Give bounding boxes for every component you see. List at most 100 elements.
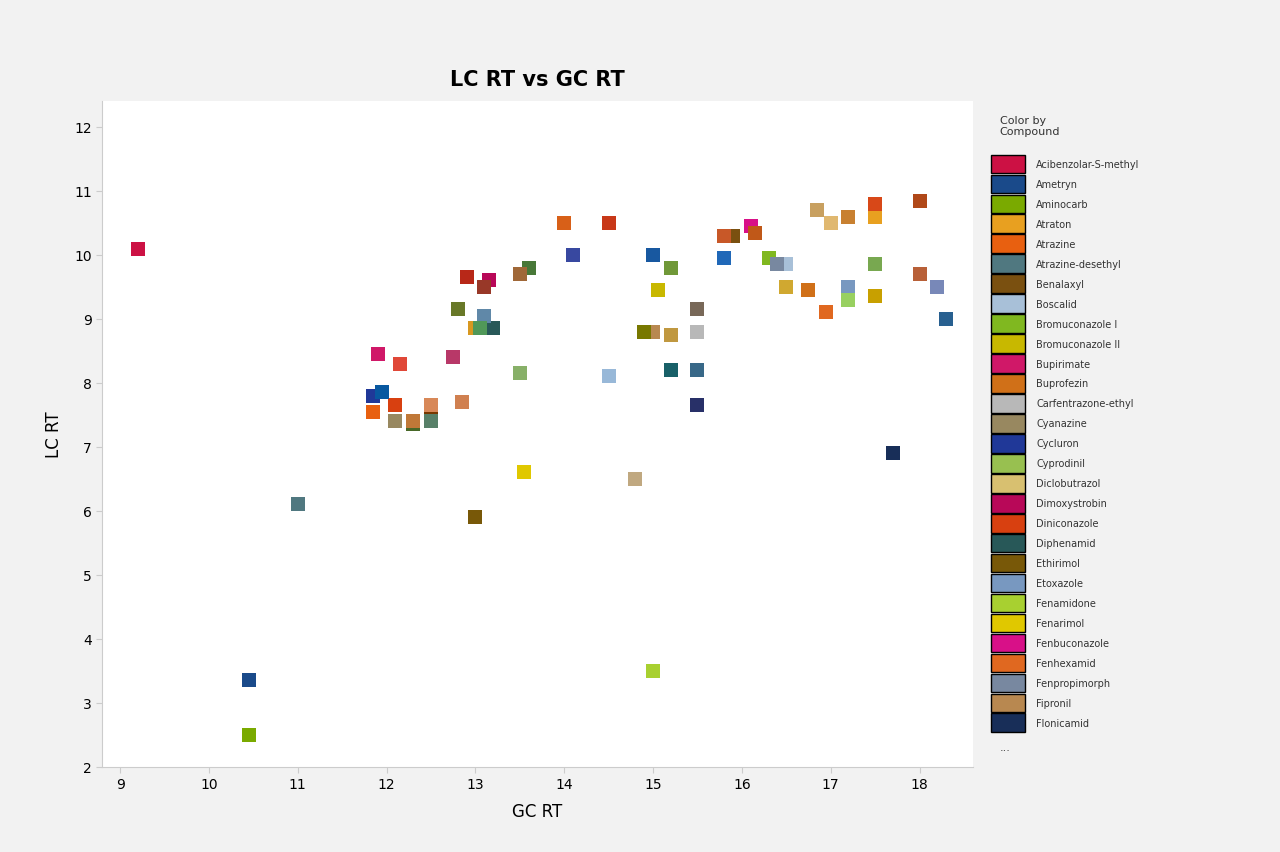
Text: Dimoxystrobin: Dimoxystrobin (1037, 498, 1107, 509)
FancyBboxPatch shape (991, 554, 1025, 573)
Point (936, 313, 956, 326)
Text: Bromuconazole II: Bromuconazole II (1037, 339, 1120, 349)
Point (714, 230, 735, 244)
FancyBboxPatch shape (991, 375, 1025, 394)
Point (838, 281, 859, 295)
Point (563, 249, 584, 262)
Point (518, 262, 539, 275)
Point (838, 210, 859, 224)
Point (723, 230, 744, 244)
Point (808, 204, 828, 218)
Point (687, 325, 708, 339)
Point (443, 351, 463, 365)
Point (389, 358, 410, 371)
Point (687, 364, 708, 377)
Point (452, 395, 472, 410)
Point (238, 674, 259, 688)
FancyBboxPatch shape (991, 295, 1025, 314)
Point (599, 370, 620, 383)
FancyBboxPatch shape (991, 594, 1025, 613)
Point (927, 281, 947, 295)
Text: Bromuconazole I: Bromuconazole I (1037, 320, 1117, 329)
Point (421, 412, 442, 425)
Point (403, 415, 424, 429)
Text: Carfentrazone-ethyl: Carfentrazone-ethyl (1037, 399, 1134, 409)
Point (648, 284, 668, 297)
Point (470, 322, 490, 336)
Point (509, 367, 530, 381)
Point (643, 249, 663, 262)
Point (660, 262, 681, 275)
Point (909, 194, 929, 208)
Point (554, 217, 575, 231)
Point (820, 217, 841, 231)
FancyBboxPatch shape (991, 653, 1025, 672)
Text: Diphenamid: Diphenamid (1037, 538, 1096, 549)
Text: ...: ... (1000, 742, 1010, 751)
Point (758, 252, 778, 266)
FancyBboxPatch shape (991, 235, 1025, 254)
FancyBboxPatch shape (991, 614, 1025, 632)
FancyBboxPatch shape (991, 714, 1025, 732)
Text: Fenarimol: Fenarimol (1037, 619, 1084, 628)
Text: Benalaxyl: Benalaxyl (1037, 279, 1084, 290)
Point (465, 322, 485, 336)
Point (479, 274, 499, 288)
Text: Diclobutrazol: Diclobutrazol (1037, 479, 1101, 489)
Point (364, 389, 384, 403)
Point (687, 399, 708, 412)
Point (643, 665, 663, 678)
FancyBboxPatch shape (991, 275, 1025, 294)
Text: Fenpropimorph: Fenpropimorph (1037, 678, 1111, 688)
Point (883, 446, 904, 460)
Point (714, 252, 735, 266)
Point (865, 198, 886, 211)
Text: Cycluron: Cycluron (1037, 439, 1079, 449)
FancyBboxPatch shape (991, 515, 1025, 532)
FancyBboxPatch shape (991, 394, 1025, 413)
Point (741, 220, 762, 233)
Title: LC RT vs GC RT: LC RT vs GC RT (451, 70, 625, 89)
Point (817, 307, 837, 320)
Point (465, 510, 485, 524)
FancyBboxPatch shape (991, 694, 1025, 712)
Point (509, 268, 530, 282)
Point (599, 217, 620, 231)
Point (865, 258, 886, 272)
Text: Bupirimate: Bupirimate (1037, 359, 1091, 369)
Text: Color by
Compound: Color by Compound (1000, 116, 1060, 137)
Point (745, 227, 765, 240)
X-axis label: GC RT: GC RT (512, 803, 563, 820)
Text: Fenhexamid: Fenhexamid (1037, 658, 1096, 668)
Text: Fipronil: Fipronil (1037, 698, 1071, 708)
Point (238, 728, 259, 741)
Point (509, 367, 530, 381)
FancyBboxPatch shape (991, 415, 1025, 433)
Point (403, 415, 424, 429)
Text: Acibenzolar-S-methyl: Acibenzolar-S-methyl (1037, 159, 1139, 170)
FancyBboxPatch shape (991, 155, 1025, 174)
Text: Ethirimol: Ethirimol (1037, 558, 1080, 568)
Text: Ametryn: Ametryn (1037, 180, 1078, 190)
Text: Flonicamid: Flonicamid (1037, 718, 1089, 728)
FancyBboxPatch shape (991, 315, 1025, 333)
Point (643, 325, 663, 339)
Text: Diniconazole: Diniconazole (1037, 519, 1098, 528)
Point (865, 210, 886, 224)
FancyBboxPatch shape (991, 435, 1025, 453)
Text: Fenamidone: Fenamidone (1037, 598, 1096, 608)
Point (364, 406, 384, 419)
Point (448, 303, 468, 317)
Point (634, 325, 654, 339)
FancyBboxPatch shape (991, 534, 1025, 553)
Text: Atraton: Atraton (1037, 220, 1073, 229)
Point (687, 303, 708, 317)
Point (660, 329, 681, 343)
Point (515, 466, 535, 480)
Point (474, 309, 494, 323)
FancyBboxPatch shape (991, 454, 1025, 473)
Text: Boscalid: Boscalid (1037, 299, 1076, 309)
Y-axis label: LC RT: LC RT (45, 412, 63, 458)
Point (625, 472, 645, 486)
FancyBboxPatch shape (991, 574, 1025, 593)
